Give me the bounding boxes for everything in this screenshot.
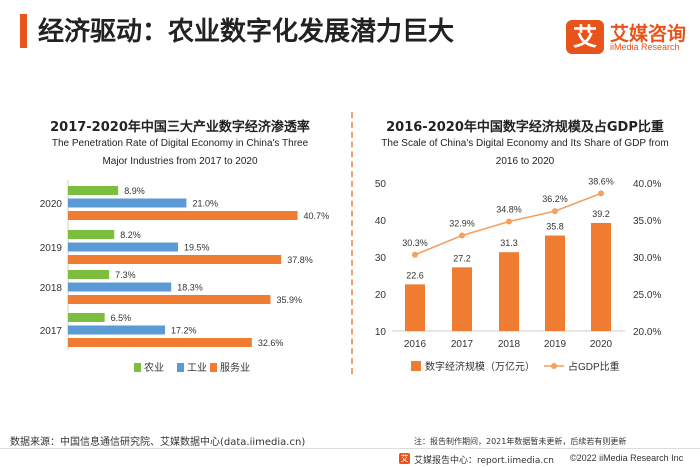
right-legend-bar-swatch [411, 361, 421, 371]
right-chart-bar [452, 267, 472, 331]
left-chart-data-label: 19.5% [184, 243, 210, 253]
right-chart-bar-label: 35.8 [546, 222, 564, 232]
right-chart-bar-label: 39.2 [592, 209, 610, 219]
left-chart-data-label: 17.2% [171, 326, 197, 336]
right-legend-bar-label: 数字经济规模（万亿元） [425, 360, 535, 373]
left-chart-bar [68, 313, 105, 322]
right-chart-line-point [412, 251, 418, 258]
right-chart-line-point [598, 190, 604, 197]
title-accent-bar [20, 14, 27, 48]
left-chart-year-label: 2017 [40, 326, 63, 337]
right-chart-left-tick: 30 [375, 253, 387, 264]
right-chart-bar [499, 252, 519, 331]
left-chart-data-label: 8.9% [124, 186, 145, 196]
right-chart-x-tick: 2019 [544, 339, 567, 350]
right-chart-left-tick: 10 [375, 327, 387, 338]
iimedia-logo-icon: 艾 [566, 20, 604, 54]
page-title: 经济驱动：农业数字化发展潜力巨大 [38, 17, 455, 47]
left-legend-label: 农业 [144, 361, 164, 374]
footer-divider [0, 448, 700, 449]
right-chart-line-point [552, 208, 558, 215]
left-legend-label: 服务业 [220, 361, 250, 374]
left-chart-bar [68, 295, 271, 304]
right-chart-bar [405, 284, 425, 331]
left-chart-bar [68, 255, 282, 264]
left-chart-year-label: 2019 [40, 243, 63, 254]
right-chart-line-point [459, 232, 465, 239]
right-chart-subtitle: The Scale of China's Digital Economy and… [381, 138, 669, 167]
right-chart-left-tick: 40 [375, 216, 387, 227]
footer-logo-icon: 艾 [399, 453, 410, 464]
right-chart-bar-label: 22.6 [406, 270, 424, 280]
right-chart-x-tick: 2017 [451, 339, 474, 350]
left-chart-data-label: 18.3% [177, 283, 203, 293]
right-chart-right-tick: 40.0% [633, 179, 661, 190]
left-chart-bar [68, 270, 110, 279]
left-chart-data-label: 32.6% [258, 338, 284, 348]
left-chart-title: 2017-2020年中国三大产业数字经济渗透率 [50, 120, 310, 135]
right-chart-line-label: 30.3% [402, 238, 428, 248]
section-divider [351, 112, 353, 374]
right-chart-x-tick: 2018 [498, 339, 521, 350]
left-chart-bar [68, 211, 298, 220]
left-chart-data-label: 21.0% [192, 199, 218, 209]
left-chart-data-label: 8.2% [120, 230, 141, 240]
left-chart-data-label: 40.7% [304, 211, 330, 221]
left-chart-year-label: 2020 [40, 199, 63, 210]
left-chart-data-label: 6.5% [111, 313, 132, 323]
data-note: 注：报告制作期间，2021年数据暂未更新，后续若有则更新 [414, 437, 627, 446]
data-source: 数据来源：中国信息通信研究院、艾媒数据中心(data.iimedia.cn) [10, 437, 306, 448]
left-chart-bar [68, 230, 115, 239]
right-chart-right-tick: 35.0% [633, 216, 661, 227]
logo-text-en: iiMedia Research [610, 42, 680, 52]
right-chart: 10 20 30 40 50 20.0% 25.0% 30.0% 35.0% 40.0% 22.6 2… [375, 176, 662, 373]
right-chart-title: 2016-2020年中国数字经济规模及占GDP比重 [386, 120, 664, 135]
right-legend-line-marker [551, 363, 557, 369]
right-legend-line-label: 占GDP比重 [568, 360, 620, 373]
left-legend-swatch [134, 363, 141, 372]
left-chart-bar [68, 325, 166, 335]
left-chart-bar [68, 198, 187, 208]
left-chart-data-label: 7.3% [115, 270, 136, 280]
left-legend-swatch [177, 363, 184, 372]
right-chart-right-tick: 20.0% [633, 327, 661, 338]
left-chart: 2020 8.9% 21.0% 40.7% 2019 8.2% 19.5% 37.8% 2018… [40, 180, 330, 374]
left-legend-swatch [210, 363, 217, 372]
right-chart-left-tick: 50 [375, 179, 387, 190]
right-chart-line-label: 32.9% [449, 219, 475, 229]
right-chart-line-point [506, 218, 512, 225]
right-chart-bar [545, 235, 565, 331]
left-legend-label: 工业 [187, 362, 207, 374]
right-chart-line-label: 36.2% [542, 194, 568, 204]
left-chart-bar [68, 242, 178, 252]
footer-report-link[interactable]: 艾媒报告中心：report.iimedia.cn [414, 456, 554, 466]
left-chart-data-label: 35.9% [276, 295, 302, 305]
logo-text-cn: 艾媒咨询 [610, 23, 687, 45]
right-chart-line-label: 34.8% [496, 204, 522, 214]
right-chart-bar-label: 27.2 [453, 253, 471, 263]
left-chart-bar [68, 186, 119, 195]
right-chart-x-tick: 2016 [404, 339, 427, 350]
right-chart-left-tick: 20 [375, 290, 387, 301]
left-chart-year-label: 2018 [40, 283, 63, 294]
right-chart-right-tick: 25.0% [633, 290, 661, 301]
right-chart-right-tick: 30.0% [633, 253, 661, 264]
left-chart-bar [68, 282, 172, 292]
left-chart-bar [68, 338, 252, 347]
right-chart-line-label: 38.6% [588, 176, 614, 186]
right-chart-bar-label: 31.3 [500, 238, 518, 248]
right-chart-x-tick: 2020 [590, 339, 613, 350]
footer-copyright: ©2022 iiMedia Research Inc [570, 453, 684, 463]
left-chart-data-label: 37.8% [287, 255, 313, 265]
left-chart-subtitle: The Penetration Rate of Digital Economy … [51, 138, 309, 167]
right-chart-bar [591, 222, 611, 331]
